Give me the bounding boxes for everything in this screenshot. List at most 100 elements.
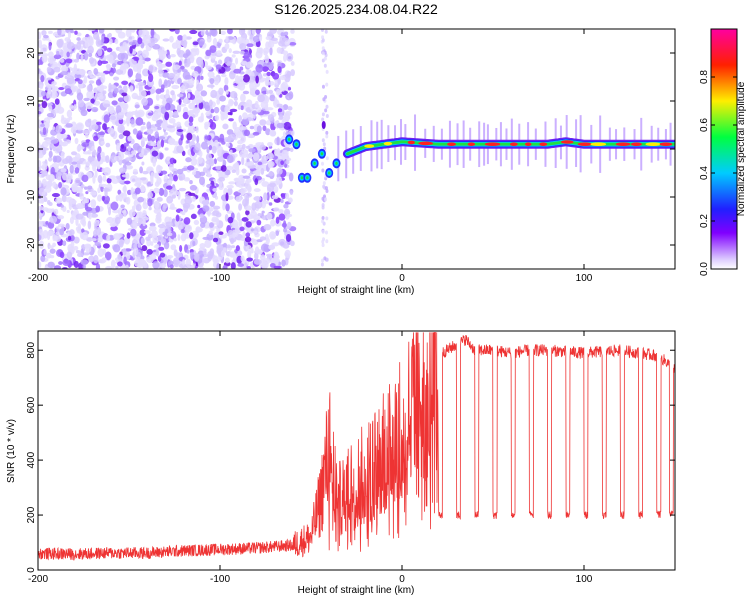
noise-blob xyxy=(245,205,252,211)
noise-blob xyxy=(269,62,274,71)
noise-blob xyxy=(187,92,191,99)
noise-blob xyxy=(46,66,52,73)
noise-blob xyxy=(76,37,81,41)
noise-blob xyxy=(106,216,114,224)
noise-blob xyxy=(197,266,205,269)
noise-blob xyxy=(239,43,247,51)
noise-blob xyxy=(324,108,328,113)
noise-blob xyxy=(240,255,245,262)
noise-blob xyxy=(79,192,84,200)
noise-blob xyxy=(48,30,53,35)
noise-blob xyxy=(184,62,190,68)
noise-blob xyxy=(183,97,188,104)
noise-blob xyxy=(209,222,214,228)
noise-blob xyxy=(147,112,153,116)
noise-blob xyxy=(270,37,278,42)
x-tick-label: -100 xyxy=(210,574,230,585)
noise-blob xyxy=(132,49,137,55)
noise-blob xyxy=(202,205,210,212)
x-tick-label: 0 xyxy=(399,273,405,284)
noise-blob xyxy=(97,248,105,257)
noise-blob xyxy=(321,196,325,201)
noise-blob xyxy=(229,253,236,257)
noise-blob xyxy=(60,141,68,147)
noise-blob xyxy=(55,124,63,134)
noise-blob xyxy=(280,198,284,204)
noise-blob xyxy=(153,208,162,214)
noise-blob xyxy=(125,157,132,161)
x-tick-label: -200 xyxy=(28,273,48,284)
noise-blob xyxy=(200,222,206,228)
noise-blob xyxy=(123,142,129,147)
noise-blob xyxy=(38,212,43,217)
noise-blob xyxy=(218,38,223,44)
noise-blob xyxy=(176,145,184,154)
noise-blob xyxy=(146,168,153,172)
signal-core xyxy=(645,142,661,146)
noise-blob xyxy=(144,57,151,62)
noise-blob xyxy=(129,85,134,93)
signal-core xyxy=(447,142,456,146)
noise-blob xyxy=(173,237,177,242)
colorbar-tick-label: 0.2 xyxy=(699,214,710,228)
noise-blob xyxy=(93,135,99,142)
noise-blob xyxy=(179,245,183,252)
noise-blob xyxy=(208,145,213,151)
noise-blob xyxy=(290,69,295,77)
noise-blob xyxy=(50,166,55,176)
noise-blob xyxy=(278,209,284,214)
noise-blob xyxy=(75,122,84,131)
noise-blob xyxy=(278,261,282,266)
noise-blob xyxy=(259,34,263,42)
noise-blob xyxy=(63,137,67,142)
noise-blob xyxy=(103,166,111,176)
noise-blob xyxy=(168,117,176,124)
noise-blob xyxy=(117,261,123,267)
noise-blob xyxy=(257,212,262,217)
noise-blob xyxy=(264,233,269,242)
noise-blob xyxy=(97,48,103,57)
y-tick-label: 800 xyxy=(26,341,37,358)
noise-blob xyxy=(283,54,288,62)
noise-blob xyxy=(239,50,246,55)
noise-blob xyxy=(61,172,69,181)
noise-blob xyxy=(95,121,102,125)
noise-blob xyxy=(104,251,112,261)
noise-blob xyxy=(251,110,258,115)
noise-blob xyxy=(115,69,124,75)
noise-blob xyxy=(53,208,59,215)
noise-blob xyxy=(269,46,273,56)
noise-blob xyxy=(85,198,90,204)
noise-blob xyxy=(241,143,246,150)
noise-blob xyxy=(48,105,53,112)
noise-blob xyxy=(225,142,231,147)
noise-blob xyxy=(141,97,149,106)
noise-blob xyxy=(280,82,286,92)
noise-blob xyxy=(210,89,218,99)
noise-blob xyxy=(97,92,104,97)
noise-blob xyxy=(287,106,293,111)
noise-blob xyxy=(275,257,279,266)
y-tick-label: -20 xyxy=(26,237,37,252)
noise-blob xyxy=(176,104,182,113)
noise-blob xyxy=(180,85,186,94)
noise-blob xyxy=(76,144,81,152)
noise-blob xyxy=(83,75,88,84)
colorbar-tick-label: 0.0 xyxy=(699,262,710,276)
noise-blob xyxy=(94,100,101,106)
noise-blob xyxy=(163,79,168,87)
noise-blob xyxy=(321,219,325,224)
noise-blob xyxy=(97,187,101,194)
noise-blob xyxy=(185,144,189,149)
noise-blob xyxy=(277,108,283,113)
noise-blob xyxy=(133,246,139,256)
noise-blob xyxy=(156,177,162,185)
noise-blob xyxy=(118,167,126,174)
y-tick-label: 0 xyxy=(26,146,37,152)
noise-blob xyxy=(113,233,122,240)
snr-panel: -200 -100 0 100 0 200 400 600 800 Height of str… xyxy=(6,330,676,596)
noise-blob xyxy=(117,52,126,61)
noise-blob xyxy=(80,218,86,225)
noise-blob xyxy=(138,29,145,38)
signal-blob xyxy=(300,176,304,180)
